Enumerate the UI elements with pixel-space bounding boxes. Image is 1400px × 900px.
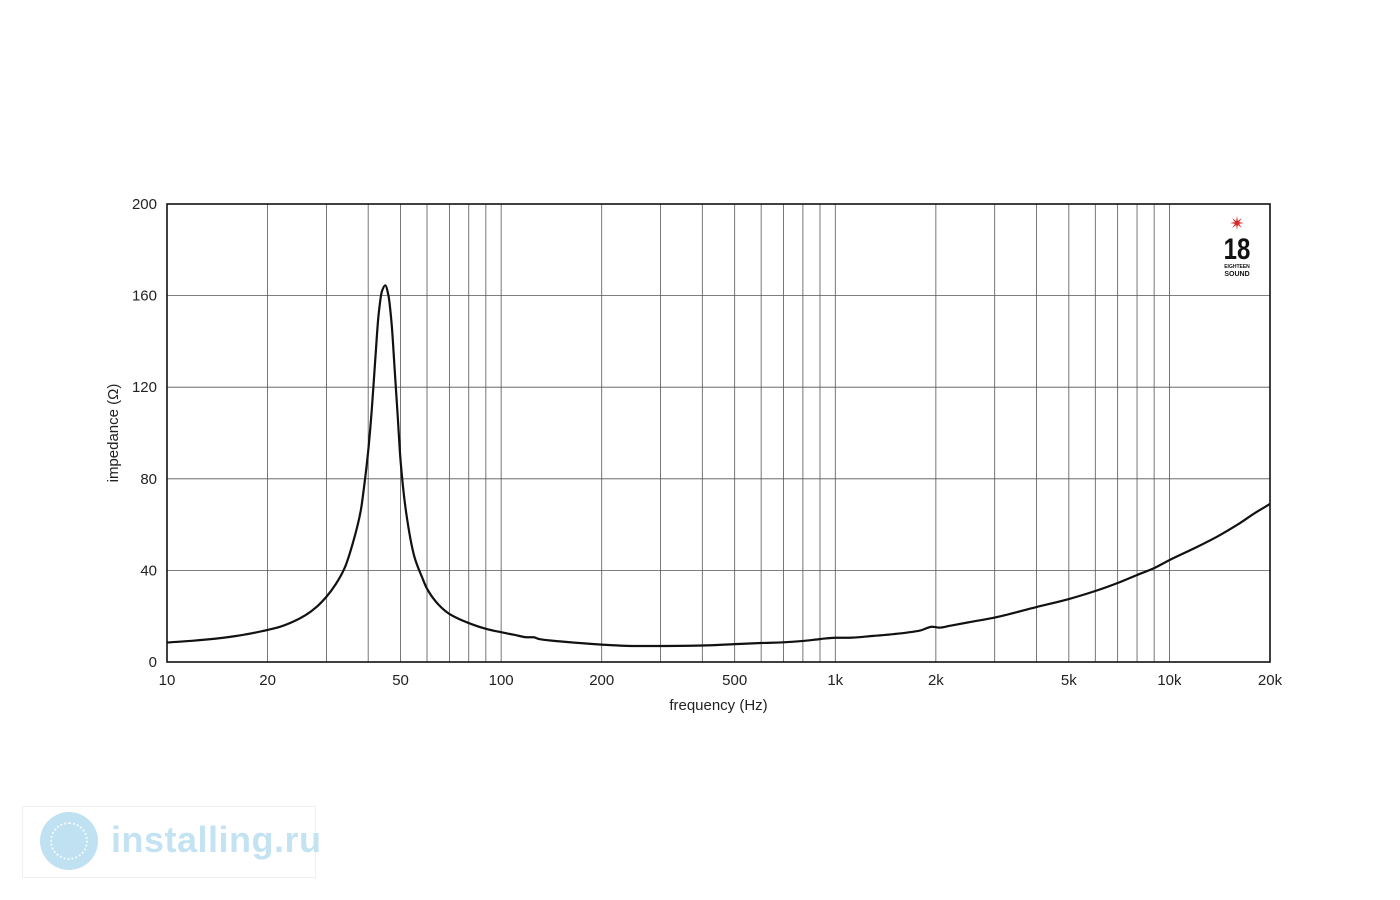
grid xyxy=(167,204,1270,662)
y-tick-label: 120 xyxy=(132,379,157,396)
x-tick-label: 10 xyxy=(159,672,176,689)
x-tick-label: 5k xyxy=(1061,672,1077,689)
x-tick-label: 1k xyxy=(827,672,843,689)
y-tick-label: 200 xyxy=(132,196,157,213)
x-tick-label: 20k xyxy=(1258,672,1283,689)
y-tick-labels: 0 40 80 120 160 200 xyxy=(132,196,157,671)
watermark: installing.ru xyxy=(22,806,321,878)
logo-small-text: EIGHTEEN xyxy=(1224,264,1250,270)
x-tick-label: 20 xyxy=(259,672,276,689)
x-tick-labels: 10 20 50 100 200 500 1k 2k 5k 10k 20k xyxy=(159,672,1283,689)
logo-number: 18 xyxy=(1224,231,1251,265)
watermark-text: installing.ru xyxy=(111,819,322,860)
x-tick-label: 100 xyxy=(489,672,514,689)
y-tick-label: 40 xyxy=(140,562,157,579)
plot-frame xyxy=(166,203,1271,663)
impedance-curve xyxy=(166,284,1271,648)
x-axis-title: frequency (Hz) xyxy=(669,697,767,714)
y-tick-label: 80 xyxy=(140,471,157,488)
x-tick-label: 50 xyxy=(392,672,409,689)
x-tick-label: 2k xyxy=(928,672,944,689)
x-tick-label: 500 xyxy=(722,672,747,689)
watermark-logo-icon xyxy=(40,812,98,870)
x-tick-label: 200 xyxy=(589,672,614,689)
y-tick-label: 160 xyxy=(132,288,157,305)
logo-word: SOUND xyxy=(1224,271,1249,278)
y-tick-label: 0 xyxy=(149,654,157,671)
red-star-icon xyxy=(1230,216,1244,230)
x-tick-label: 10k xyxy=(1157,672,1182,689)
eighteen-sound-logo: 18 EIGHTEEN SOUND xyxy=(1224,216,1251,278)
y-axis-title: impedance (Ω) xyxy=(105,384,122,483)
watermark-logo-ring xyxy=(50,822,88,860)
